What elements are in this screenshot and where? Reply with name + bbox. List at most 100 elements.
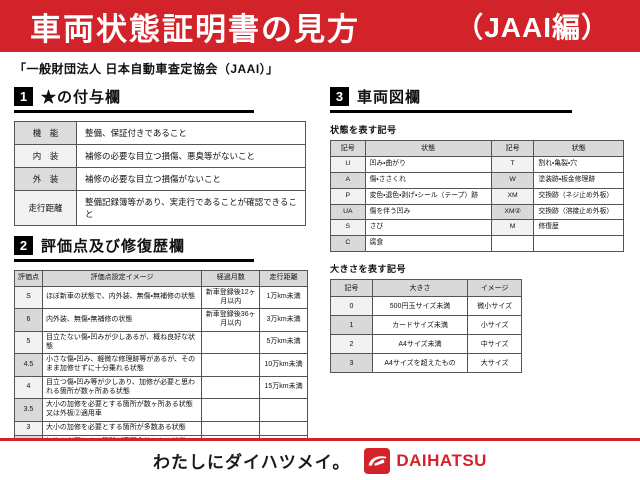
table-cell: P <box>330 187 366 205</box>
right-column: 3 車両図欄 状態を表す記号 記号 状態 記号 状態 U 凹み・曲がり T 割れ・亀裂・穴 A… <box>330 77 626 477</box>
table-row: 走行距離 整備記録簿等があり、実走行であることが確認できること <box>14 190 306 226</box>
table-row: 5 目立たない傷・凹みが少しあるが、概ね良好な状態 5万km未満 <box>14 330 308 355</box>
table-cell: 3 <box>330 353 373 374</box>
table-row: 内 装補修の必要な目立つ損傷、悪臭等がないこと <box>14 144 306 168</box>
table-cell: 大小の加修を必要とする箇所が数ヶ所ある状態又は外板②適用車 <box>41 398 203 422</box>
footer-bar: わたしにダイハツメイ。 DAIHATSU <box>0 438 640 480</box>
table-cell: 6 <box>14 308 43 332</box>
table-row: 6 内外装、無傷・無補修の状態 新車登録後36ヶ月以内 3万km未満 <box>14 308 308 332</box>
table-row: 機 能整備、保証付きであること <box>14 121 306 145</box>
column-header: 大きさ <box>371 279 469 298</box>
star-criteria-table: 機 能整備、保証付きであること内 装補修の必要な目立つ損傷、悪臭等がないこと外 … <box>14 121 306 226</box>
table-cell: 腐食 <box>364 235 492 253</box>
table-row: 3.5 大小の加修を必要とする箇所が数ヶ所ある状態又は外板②適用車 <box>14 398 308 422</box>
column-header: 状態 <box>364 139 492 158</box>
column-header: 評価点設定イメージ <box>41 270 203 287</box>
table-cell: 3 <box>14 420 43 436</box>
table-cell: 4 <box>14 375 43 400</box>
table-cell: 小サイズ <box>467 315 522 336</box>
table-cell: 500円玉サイズ未満 <box>371 296 469 317</box>
table-cell: 3万km未満 <box>259 308 308 332</box>
table-cell <box>201 375 261 400</box>
table-row: 2 A4サイズ未満 中サイズ <box>330 334 522 355</box>
section-3-header: 3 車両図欄 <box>330 86 572 113</box>
table-cell: 中サイズ <box>467 334 522 355</box>
column-header: 走行距離 <box>259 270 308 287</box>
brand-wordmark: DAIHATSU <box>396 450 487 470</box>
table-cell: 傷を伴う凹み <box>364 203 492 221</box>
table-cell: 新車登録後12ヶ月以内 <box>201 285 261 310</box>
table-cell: 大サイズ <box>467 353 522 374</box>
table-cell: 整備記録簿等があり、実走行であることが確認できること <box>76 190 306 226</box>
table-cell: 補修の必要な目立つ損傷がないこと <box>76 167 306 191</box>
table-cell: S <box>14 285 43 310</box>
table-cell: A4サイズ未満 <box>371 334 469 355</box>
table-cell: 割れ・亀裂・穴 <box>533 156 624 173</box>
table-cell <box>259 398 308 422</box>
table-cell: 走行距離 <box>14 190 77 226</box>
table-cell: 新車登録後36ヶ月以内 <box>201 308 261 332</box>
table-cell: 1 <box>330 315 373 336</box>
table-row: C 腐食 <box>330 235 624 253</box>
column-header: 経過月数 <box>201 270 261 287</box>
table-cell: 内 装 <box>14 144 77 168</box>
table-cell: 微小サイズ <box>467 296 522 317</box>
table-cell <box>201 330 261 355</box>
table-row: 3 大小の加修を必要とする箇所が多数ある状態 <box>14 420 308 436</box>
column-header: イメージ <box>467 279 522 298</box>
table-cell <box>490 235 535 253</box>
section-3-number-badge: 3 <box>330 87 349 106</box>
table-cell: 傷・ささくれ <box>364 171 492 189</box>
section-2-title: 評価点及び修復歴欄 <box>41 238 186 255</box>
column-header: 状態 <box>533 139 624 158</box>
table-cell: カードサイズ未満 <box>371 315 469 336</box>
table-row: 3 A4サイズを超えたもの 大サイズ <box>330 353 522 374</box>
association-subtitle: 「一般財団法人 日本自動車査定協会（JAAI）」 <box>14 62 279 76</box>
section-2-header: 2 評価点及び修復歴欄 <box>14 235 254 262</box>
table-cell: 補修の必要な目立つ損傷、悪臭等がないこと <box>76 144 306 168</box>
table-row: A 傷・ささくれ W 塗装跡・板金修理跡 <box>330 171 624 189</box>
table-row: 外 装補修の必要な目立つ損傷がないこと <box>14 167 306 191</box>
brand-logo: DAIHATSU <box>364 447 487 474</box>
table-cell <box>533 235 624 253</box>
table-row: U 凹み・曲がり T 割れ・亀裂・穴 <box>330 156 624 173</box>
table-cell: 小さな傷・凹み、軽微な修理跡等があるが、そのまま加修せずに十分乗れる状態 <box>41 353 203 377</box>
left-column: 1 ★の付与欄 機 能整備、保証付きであること内 装補修の必要な目立つ損傷、悪臭… <box>14 77 312 477</box>
table-row: S さび M 修復歴 <box>330 219 624 237</box>
table-cell: さび <box>364 219 492 237</box>
table-cell: 1万km未満 <box>259 285 308 310</box>
table-cell: A <box>330 171 366 189</box>
table-cell: 塗装跡・板金修理跡 <box>533 171 624 189</box>
table-cell: W <box>490 171 535 189</box>
size-symbol-table: 記号 大きさ イメージ 0 500円玉サイズ未満 微小サイズ 1 カードサイズ未満 小サイズ 2… <box>330 279 522 374</box>
table-header-row: 記号 大きさ イメージ <box>330 279 522 298</box>
table-cell: XM② <box>490 203 535 221</box>
table-cell: A4サイズを超えたもの <box>371 353 469 374</box>
table-cell: S <box>330 219 366 237</box>
table-header-row: 記号 状態 記号 状態 <box>330 139 624 158</box>
condition-symbol-table: 記号 状態 記号 状態 U 凹み・曲がり T 割れ・亀裂・穴 A 傷・ささくれ W 塗装跡・板金修理… <box>330 139 624 253</box>
table-cell: 5 <box>14 330 43 355</box>
table-cell: XM <box>490 187 535 205</box>
content-columns: 1 ★の付与欄 機 能整備、保証付きであること内 装補修の必要な目立つ損傷、悪臭… <box>0 77 640 477</box>
table-cell: T <box>490 156 535 173</box>
table-cell: 内外装、無傷・無補修の状態 <box>41 308 203 332</box>
table-cell: 整備、保証付きであること <box>76 121 306 145</box>
section-1-title: ★の付与欄 <box>41 89 122 106</box>
table-cell <box>201 398 261 422</box>
table-cell: 修復歴 <box>533 219 624 237</box>
table-cell: 4.5 <box>14 353 43 377</box>
table-cell: 交換跡（ネジ止め外板） <box>533 187 624 205</box>
table-cell: 2 <box>330 334 373 355</box>
table-cell: 15万km未満 <box>259 375 308 400</box>
page-title-edition: （JAAI編） <box>455 12 610 43</box>
table-cell: 目立たない傷・凹みが少しあるが、概ね良好な状態 <box>41 330 203 355</box>
table-cell: 交換跡（溶接止め外板） <box>533 203 624 221</box>
table-cell: 3.5 <box>14 398 43 422</box>
table-row: 1 カードサイズ未満 小サイズ <box>330 315 522 336</box>
table-row: 0 500円玉サイズ未満 微小サイズ <box>330 296 522 317</box>
table-row: P 変色・退色・剥げ・シール（テープ）跡 XM 交換跡（ネジ止め外板） <box>330 187 624 205</box>
table-header-row: 評価点 評価点設定イメージ 経過月数 走行距離 <box>14 270 308 287</box>
size-symbols-label: 大きさを表す記号 <box>330 264 407 275</box>
page-title: 車両状態証明書の見方 <box>30 11 360 47</box>
